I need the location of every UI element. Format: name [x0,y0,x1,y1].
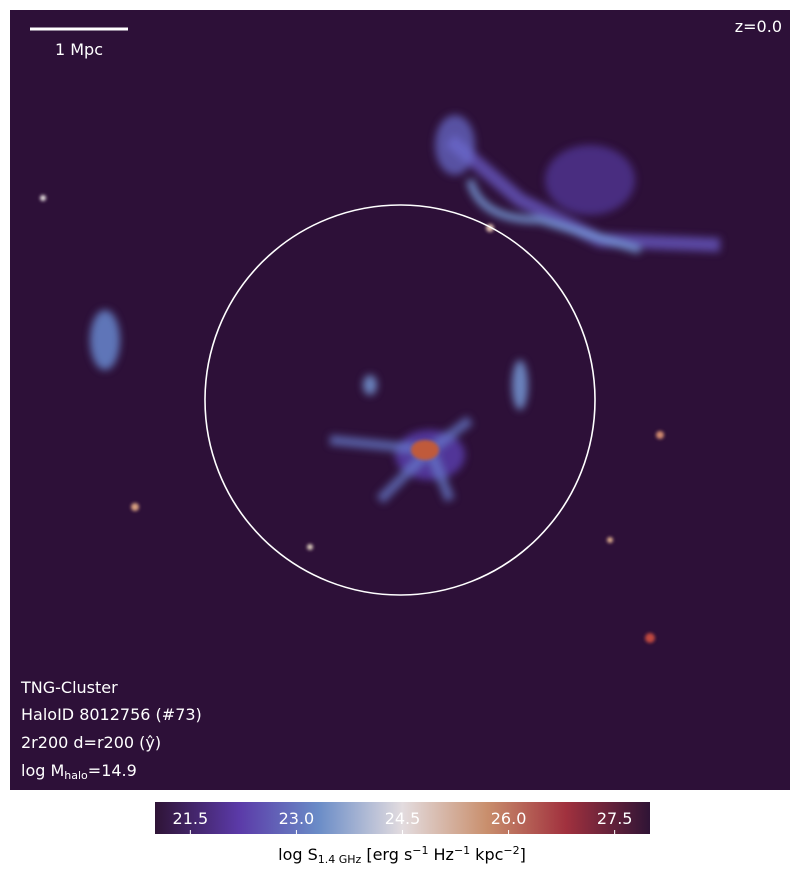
colorbar-tick-label: 26.0 [491,809,527,828]
r200-circle [204,204,596,596]
map-background [10,10,790,790]
colorbar [155,802,650,834]
mass-subscript: halo [64,769,88,782]
colorbar-tick-label: 24.5 [385,809,421,828]
colorbar-tick-label: 23.0 [279,809,315,828]
emission [90,115,721,504]
mass-label: log Mhalo=14.9 [21,761,137,782]
colorbar-tick-label: 21.5 [173,809,209,828]
label-part: kpc [475,845,503,864]
colorbar-tick-label: 27.5 [597,809,633,828]
info-line: TNG-Cluster [20,678,118,697]
label-subscript: 1.4 GHz [318,853,362,866]
label-part: Hz [434,845,454,864]
label-part: ] [520,845,526,864]
mass-suffix: =14.9 [88,761,137,780]
mass-prefix: log M [21,761,64,780]
label-exponent: −1 [412,844,428,857]
label-part: log S [278,845,318,864]
hotspots [40,195,664,643]
redshift-label: z=0.0 [735,17,782,36]
label-part: [erg s [366,845,412,864]
colorbar-label: log S1.4 GHz [erg s−1 Hz−1 kpc−2] [278,844,526,866]
info-line: 2r200 d=r200 (ŷ) [21,733,161,752]
scale-bar-label: 1 Mpc [55,40,103,59]
info-line: HaloID 8012756 (#73) [21,705,202,724]
label-exponent: −1 [454,844,470,857]
label-exponent: −2 [503,844,519,857]
